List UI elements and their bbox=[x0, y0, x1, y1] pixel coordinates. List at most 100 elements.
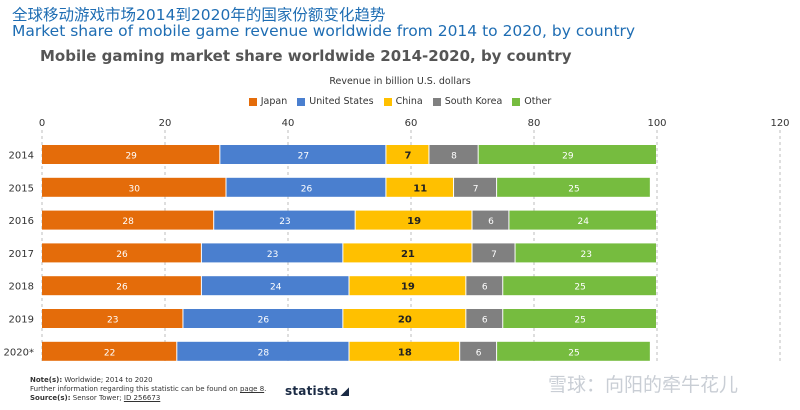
data-label: 27 bbox=[298, 152, 309, 162]
data-label: 25 bbox=[568, 348, 579, 358]
x-axis-title: Revenue in billion U.S. dollars bbox=[329, 76, 471, 87]
statista-logo: statista bbox=[285, 384, 350, 398]
statista-logo-icon bbox=[340, 387, 350, 396]
bar-segment bbox=[42, 177, 226, 197]
data-label: 25 bbox=[568, 184, 579, 194]
legend-label: Japan bbox=[260, 96, 288, 107]
data-label: 18 bbox=[398, 347, 412, 358]
bar-segment bbox=[349, 341, 460, 361]
bar-segment bbox=[343, 243, 472, 263]
x-tick-label: 40 bbox=[282, 118, 295, 129]
data-label: 23 bbox=[267, 250, 278, 260]
source-label: Source(s): bbox=[30, 394, 71, 402]
data-label: 24 bbox=[577, 217, 589, 227]
data-label: 6 bbox=[488, 217, 494, 227]
legend-item: China bbox=[383, 96, 423, 107]
bar-segment bbox=[386, 177, 454, 197]
data-label: 6 bbox=[476, 348, 482, 358]
y-category-label: 2015 bbox=[9, 183, 34, 194]
bar-segment bbox=[509, 210, 656, 230]
bar-segment bbox=[466, 276, 503, 296]
bar-segment bbox=[349, 276, 466, 296]
bar-segment bbox=[466, 309, 503, 328]
notes-text: Worldwide; 2014 to 2020 bbox=[62, 376, 153, 384]
bar-segment bbox=[497, 177, 650, 197]
data-label: 7 bbox=[491, 250, 497, 260]
legend-label: South Korea bbox=[444, 96, 503, 107]
bar-segment bbox=[214, 210, 355, 230]
y-category-label: 2014 bbox=[9, 151, 34, 162]
legend-item: Other bbox=[512, 96, 551, 107]
data-label: 23 bbox=[279, 217, 290, 227]
legend-swatch bbox=[383, 97, 392, 106]
data-label: 21 bbox=[401, 249, 415, 260]
legend-label: China bbox=[395, 96, 423, 107]
bar-segment bbox=[386, 145, 429, 164]
bar-segment bbox=[343, 309, 466, 328]
legend-item: Japan bbox=[248, 96, 288, 107]
data-label: 19 bbox=[407, 216, 421, 227]
chart-title-english: Market share of mobile game revenue worl… bbox=[12, 22, 636, 40]
data-label: 25 bbox=[574, 316, 585, 326]
legend-swatch bbox=[297, 97, 306, 106]
bar-segment bbox=[472, 210, 509, 230]
data-label: 30 bbox=[129, 184, 141, 194]
x-tick-label: 120 bbox=[770, 118, 789, 129]
legend-swatch bbox=[248, 97, 257, 106]
further-info-text: Further information regarding this stati… bbox=[30, 385, 240, 393]
bar-segment bbox=[226, 177, 386, 197]
bar-segment bbox=[497, 341, 650, 361]
data-label: 19 bbox=[401, 282, 415, 293]
bar-segment bbox=[503, 276, 656, 296]
x-tick-label: 20 bbox=[159, 118, 172, 129]
bar-segment bbox=[355, 210, 472, 230]
bar-segment bbox=[42, 276, 201, 296]
data-label: 28 bbox=[122, 217, 134, 227]
x-tick-label: 100 bbox=[647, 118, 666, 129]
page-link[interactable]: page 8 bbox=[239, 385, 265, 393]
legend-label: United States bbox=[309, 96, 374, 107]
bar-segment bbox=[42, 309, 183, 328]
legend-label: Other bbox=[524, 96, 552, 107]
statistic-id-link[interactable]: ID 256673 bbox=[123, 394, 161, 402]
chart-legend: Japan United States China South Korea Other bbox=[0, 96, 800, 107]
data-label: 7 bbox=[473, 184, 479, 194]
statista-wordmark: statista bbox=[285, 384, 339, 398]
x-tick-label: 80 bbox=[528, 118, 541, 129]
bar-segment bbox=[478, 145, 656, 164]
bar-segment bbox=[42, 210, 214, 230]
bar-segment bbox=[454, 177, 497, 197]
y-category-label: 2019 bbox=[9, 315, 34, 326]
footer-notes: Note(s): Worldwide; 2014 to 2020 Further… bbox=[30, 376, 267, 402]
bar-segment bbox=[220, 145, 386, 164]
data-label: 26 bbox=[258, 316, 270, 326]
y-category-label: 2020* bbox=[4, 347, 34, 358]
notes-label: Note(s): bbox=[30, 376, 63, 384]
data-label: 26 bbox=[301, 184, 313, 194]
data-label: 26 bbox=[116, 283, 128, 293]
y-category-label: 2017 bbox=[9, 249, 34, 260]
data-label: 29 bbox=[125, 152, 137, 162]
bar-segment bbox=[515, 243, 656, 263]
data-label: 26 bbox=[116, 250, 128, 260]
legend-item: United States bbox=[297, 96, 374, 107]
data-label: 23 bbox=[581, 250, 592, 260]
legend-swatch bbox=[432, 97, 441, 106]
stacked-bar-chart: 0 20 40 60 80 100 120 2014 29 27 7 8 29 2015 30 26 11 7 25… bbox=[4, 118, 790, 364]
data-label: 6 bbox=[482, 283, 488, 293]
bar-segment bbox=[42, 341, 177, 361]
x-tick-label: 0 bbox=[39, 118, 45, 129]
data-label: 7 bbox=[404, 151, 411, 162]
x-tick-label: 60 bbox=[405, 118, 418, 129]
bar-segment bbox=[460, 341, 497, 361]
bar-segment bbox=[429, 145, 478, 164]
data-label: 24 bbox=[270, 283, 282, 293]
bar-segment bbox=[42, 243, 201, 263]
data-label: 25 bbox=[574, 283, 585, 293]
legend-item: South Korea bbox=[432, 96, 503, 107]
data-label: 20 bbox=[398, 315, 412, 326]
data-label: 8 bbox=[451, 152, 457, 162]
y-category-label: 2016 bbox=[9, 216, 34, 227]
chart-subtitle: Mobile gaming market share worldwide 201… bbox=[40, 47, 572, 65]
xueqiu-watermark: 雪球：向阳的牵牛花儿 bbox=[548, 374, 739, 396]
